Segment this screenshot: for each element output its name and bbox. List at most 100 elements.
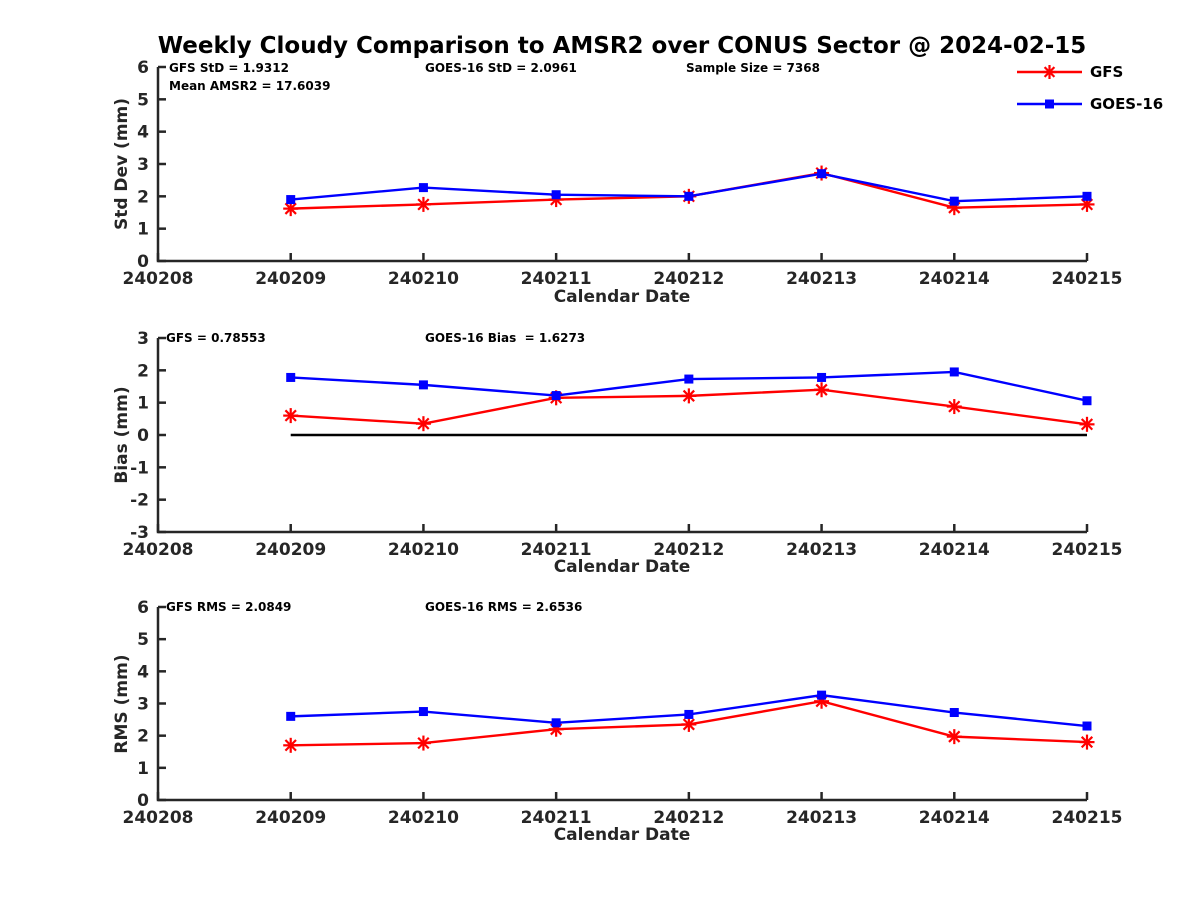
asterisk-spoke [682, 389, 695, 402]
ylabel-rms: RMS (mm) [112, 654, 132, 754]
x-tick-label: 240208 [123, 269, 194, 289]
x-tick-label: 240214 [919, 269, 990, 289]
asterisk-marker-gfs [946, 729, 962, 745]
legend-label-goes16: GOES-16 [1090, 95, 1164, 113]
y-tick-label: 2 [137, 727, 149, 747]
legend: GFS GOES-16 [1016, 63, 1163, 113]
x-tick-label: 240210 [388, 269, 459, 289]
asterisk-spoke [284, 409, 297, 422]
y-tick-label: 2 [137, 361, 149, 381]
square-marker-goes-16 [286, 195, 296, 205]
mean-amsr2-annotation: Mean AMSR2 = 17.6039 [169, 79, 331, 93]
y-tick-label: -2 [130, 491, 149, 511]
y-tick-label: -1 [130, 458, 149, 478]
square-marker-goes-16 [817, 690, 827, 700]
y-tick-label: 4 [137, 123, 149, 143]
x-tick-label: 240209 [255, 269, 326, 289]
y-tick-label: -3 [130, 523, 149, 543]
square-marker-goes-16 [418, 707, 428, 717]
square-marker-goes-16 [418, 183, 428, 193]
asterisk-marker-gfs [283, 408, 299, 424]
x-tick-label: 240208 [123, 540, 194, 560]
asterisk-marker-gfs [946, 399, 962, 415]
goes16-bias-annotation: GOES-16 Bias = 1.6273 [425, 331, 586, 345]
asterisk-marker-gfs [415, 735, 431, 751]
x-tick-label: 240214 [919, 808, 990, 828]
axis-spines-rms [156, 607, 1087, 802]
x-tick-label: 240209 [255, 540, 326, 560]
asterisk-marker-gfs [1079, 734, 1095, 750]
asterisk-spoke [1080, 736, 1094, 749]
square-marker-goes-16 [949, 708, 959, 718]
legend-item-gfs: GFS [1016, 63, 1163, 81]
asterisk-marker-gfs [415, 196, 431, 212]
y-tick-label: 6 [137, 58, 149, 78]
y-tick-label: 1 [137, 759, 149, 779]
y-tick-label: 1 [137, 394, 149, 414]
square-marker-goes-16 [684, 374, 694, 384]
x-tick-label: 240212 [653, 808, 724, 828]
y-tick-label: 0 [137, 426, 149, 446]
square-marker-goes-16 [551, 718, 561, 728]
y-tick-label: 6 [137, 598, 149, 618]
x-tick-label: 240213 [786, 808, 857, 828]
x-tick-label: 240210 [388, 540, 459, 560]
asterisk-marker-gfs [1079, 416, 1095, 432]
square-marker-goes-16 [949, 196, 959, 206]
xlabel-subplot1: Calendar Date [553, 287, 691, 307]
asterisk-spoke [1080, 198, 1094, 211]
asterisk-spoke [948, 400, 961, 413]
y-tick-label: 5 [137, 90, 149, 110]
square-marker-goes-16 [286, 711, 296, 721]
asterisk-spoke [815, 383, 828, 396]
asterisk-spoke [1080, 418, 1094, 431]
x-tick-label: 240208 [123, 808, 194, 828]
x-tick-label: 240211 [521, 269, 592, 289]
goes16-square-marker-icon [1017, 99, 1082, 109]
gfs-asterisk-marker-icon [1017, 65, 1082, 79]
asterisk-marker-gfs [681, 388, 697, 404]
y-tick-label: 2 [137, 187, 149, 207]
xlabel-subplot2: Calendar Date [553, 557, 691, 577]
asterisk-spoke [284, 739, 297, 752]
x-tick-label: 240212 [653, 269, 724, 289]
y-tick-label: 0 [137, 252, 149, 272]
x-tick-label: 240213 [786, 540, 857, 560]
y-tick-label: 0 [137, 791, 149, 811]
gfs-bias-annotation: GFS = 0.78553 [166, 331, 266, 345]
asterisk-spoke [417, 736, 430, 750]
ylabel-std-dev: Std Dev (mm) [112, 97, 132, 231]
legend-label-gfs: GFS [1090, 63, 1124, 81]
square-marker-goes-16 [1082, 191, 1092, 201]
square-marker-goes-16 [418, 380, 428, 390]
y-tick-label: 3 [137, 155, 149, 175]
asterisk-spoke [948, 730, 961, 743]
square-marker-goes-16 [1082, 721, 1092, 731]
goes16-rms-annotation: GOES-16 RMS = 2.6536 [425, 600, 583, 614]
sample-size-annotation: Sample Size = 7368 [686, 61, 820, 75]
x-tick-label: 240209 [255, 808, 326, 828]
square-marker-goes-16 [1082, 396, 1092, 406]
y-tick-label: 5 [137, 630, 149, 650]
square-marker-goes-16 [949, 367, 959, 377]
asterisk-spoke [417, 198, 430, 211]
legend-item-goes16: GOES-16 [1016, 95, 1163, 113]
asterisk-spoke [284, 202, 297, 215]
square-marker-goes-16 [817, 372, 827, 382]
y-tick-label: 3 [137, 329, 149, 349]
square-marker-goes-16 [286, 372, 296, 382]
asterisk-spoke [417, 417, 430, 430]
x-tick-label: 240215 [1052, 808, 1123, 828]
square-marker-goes-16 [684, 709, 694, 719]
y-tick-label: 4 [137, 662, 149, 682]
x-tick-label: 240212 [653, 540, 724, 560]
asterisk-marker-gfs [814, 382, 830, 398]
asterisk-marker-gfs [415, 416, 431, 432]
gfs-rms-annotation: GFS RMS = 2.0849 [166, 600, 292, 614]
square-marker-goes-16 [551, 391, 561, 401]
figure-title: Weekly Cloudy Comparison to AMSR2 over C… [157, 33, 1087, 59]
x-tick-label: 240213 [786, 269, 857, 289]
x-tick-label: 240211 [521, 540, 592, 560]
square-marker-goes-16 [551, 190, 561, 200]
